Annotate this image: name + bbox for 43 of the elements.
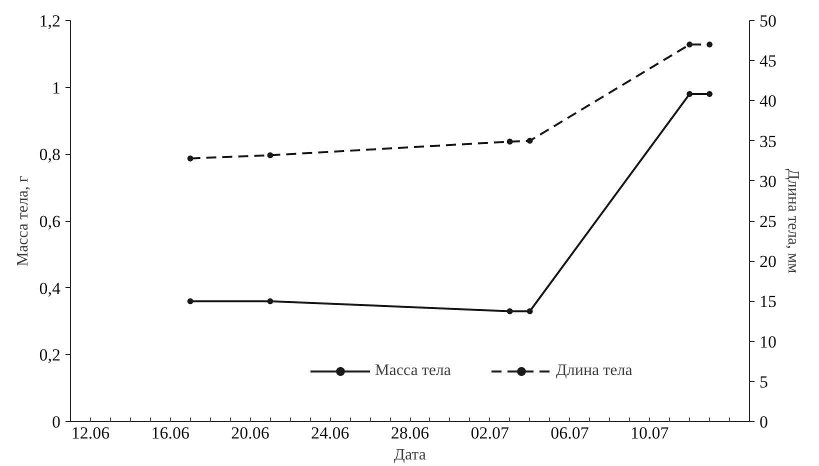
- y-tick-label: 1: [52, 78, 60, 98]
- point: [267, 152, 274, 158]
- y2-tick-label: 25: [760, 212, 776, 231]
- x-axis-title: Дата: [394, 446, 426, 464]
- y2-axis-title: Длина тела, мм: [784, 168, 802, 274]
- x-tick-label: 20.06: [231, 424, 270, 442]
- point: [506, 138, 513, 145]
- x-tick-label: 10.07: [630, 424, 670, 442]
- point: [526, 138, 533, 144]
- y2-tick-label: 20: [760, 252, 776, 272]
- point: [506, 308, 513, 314]
- point: [706, 91, 713, 98]
- point: [526, 308, 533, 314]
- y2-tick-label: 5: [760, 372, 768, 392]
- y2-tick-label: 30: [760, 172, 776, 191]
- y2-tick-label: 35: [760, 132, 776, 151]
- y2-tick-label: 0: [760, 412, 768, 432]
- x-tick-label: 28.06: [390, 424, 430, 442]
- y2-tick-label: 50: [760, 12, 776, 30]
- x-tick-label: 24.06: [310, 424, 350, 442]
- y2-tick-label: 45: [760, 52, 776, 71]
- x-tick-label: 16.06: [151, 424, 190, 442]
- y-axis-title: Масса тела, г: [14, 175, 32, 266]
- y-tick-label: 0: [52, 412, 60, 432]
- x-tick-label: 02.07: [470, 424, 510, 442]
- x-tick-label: 06.07: [550, 424, 590, 442]
- y-tick-label: 0,8: [39, 145, 60, 164]
- point: [187, 298, 194, 304]
- point: [267, 298, 274, 304]
- y2-tick-label: 40: [760, 92, 776, 111]
- y-tick-label: 0,4: [39, 278, 61, 298]
- y-tick-label: 0,2: [39, 346, 60, 365]
- y-tick-label: 1,2: [39, 12, 60, 30]
- y-tick-label: 0,6: [39, 212, 60, 231]
- x-tick-label: 12.06: [71, 424, 110, 442]
- point: [706, 42, 713, 48]
- legend-label: Масса тела: [375, 362, 452, 380]
- point: [686, 91, 693, 98]
- y2-tick-label: 10: [760, 332, 776, 352]
- point: [187, 155, 194, 162]
- y2-tick-label: 15: [760, 292, 776, 312]
- legend-label: Длина тела: [556, 362, 632, 380]
- point: [686, 42, 693, 48]
